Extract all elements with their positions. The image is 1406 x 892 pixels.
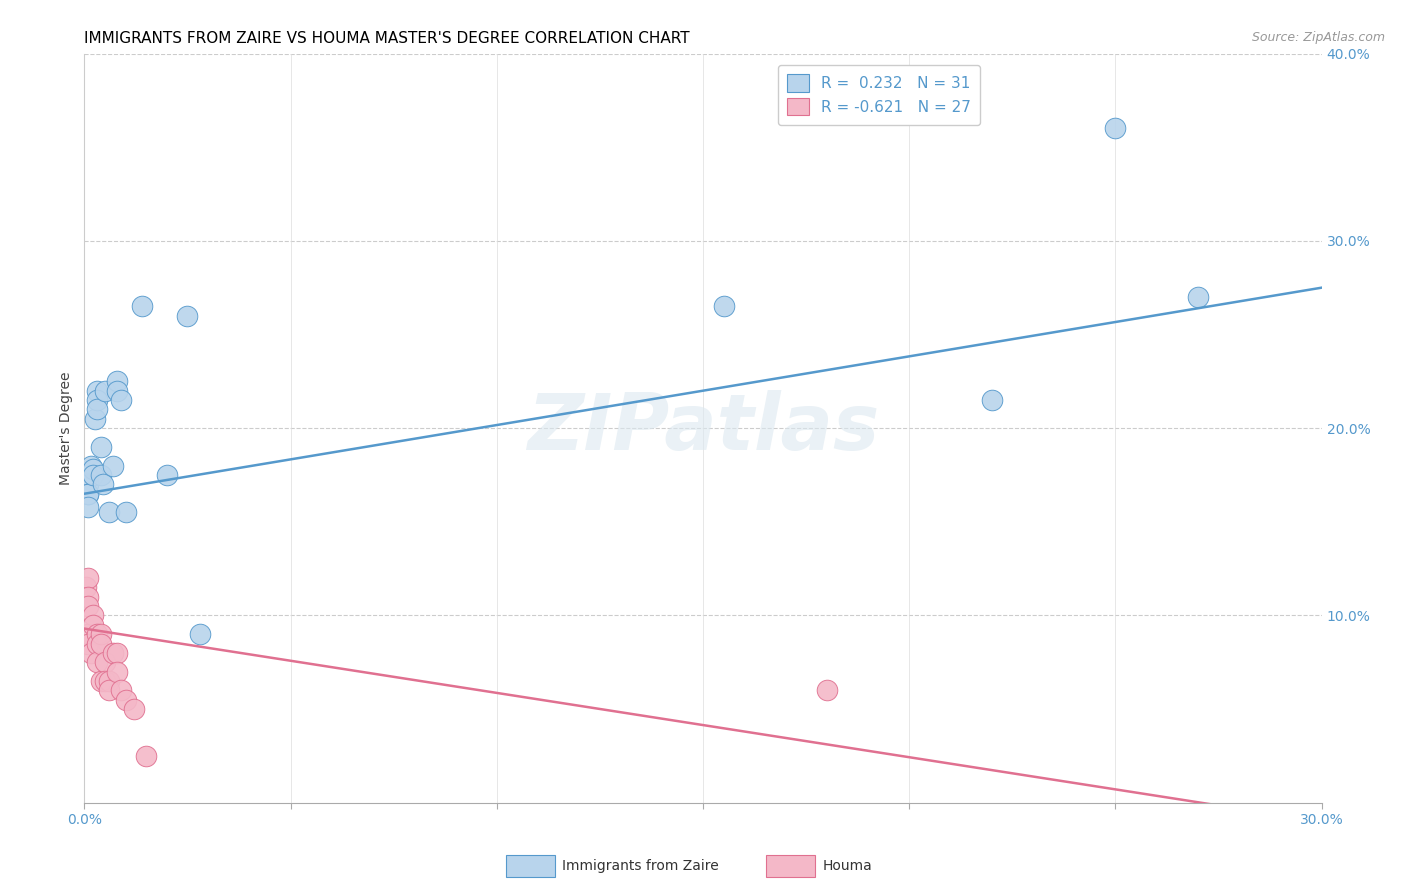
Point: [103, 646, 125, 660]
Point: [110, 393, 132, 408]
Point: [105, 646, 128, 660]
Point: [82, 608, 104, 623]
Point: [815, 683, 838, 698]
Point: [75, 581, 97, 595]
Point: [98, 505, 121, 519]
Point: [79, 458, 101, 473]
Point: [1104, 121, 1126, 136]
Point: [176, 309, 198, 323]
Point: [86, 655, 108, 669]
Point: [98, 683, 121, 698]
Point: [122, 702, 145, 716]
Point: [82, 462, 104, 476]
Point: [77, 599, 100, 614]
Point: [77, 627, 100, 641]
Point: [75, 468, 97, 483]
Text: Houma: Houma: [823, 859, 872, 873]
Text: Immigrants from Zaire: Immigrants from Zaire: [562, 859, 718, 873]
Point: [114, 505, 136, 519]
Point: [82, 618, 104, 632]
Point: [77, 637, 100, 651]
Point: [98, 674, 121, 689]
Point: [135, 749, 157, 764]
Text: ZIPatlas: ZIPatlas: [527, 390, 879, 467]
Point: [77, 487, 100, 501]
Point: [94, 674, 117, 689]
Point: [86, 402, 108, 417]
Point: [110, 683, 132, 698]
Point: [1187, 290, 1209, 304]
Point: [77, 477, 100, 491]
Y-axis label: Master's Degree: Master's Degree: [59, 371, 73, 485]
Point: [114, 692, 136, 706]
Point: [77, 590, 100, 604]
Point: [156, 468, 179, 483]
Point: [94, 384, 117, 398]
Point: [82, 468, 104, 483]
Point: [131, 300, 153, 314]
Point: [105, 384, 128, 398]
Point: [90, 440, 112, 454]
Point: [94, 655, 117, 669]
Point: [90, 468, 112, 483]
Point: [83, 412, 105, 426]
Text: Source: ZipAtlas.com: Source: ZipAtlas.com: [1251, 31, 1385, 45]
Point: [103, 458, 125, 473]
Point: [90, 637, 112, 651]
Point: [77, 487, 100, 501]
Point: [90, 674, 112, 689]
Text: IMMIGRANTS FROM ZAIRE VS HOUMA MASTER'S DEGREE CORRELATION CHART: IMMIGRANTS FROM ZAIRE VS HOUMA MASTER'S …: [84, 31, 690, 46]
Point: [79, 646, 101, 660]
Point: [77, 500, 100, 514]
Point: [86, 393, 108, 408]
Point: [188, 627, 211, 641]
Point: [90, 627, 112, 641]
Point: [86, 384, 108, 398]
Point: [980, 393, 1002, 408]
Point: [105, 375, 128, 389]
Point: [713, 300, 735, 314]
Point: [105, 665, 128, 679]
Point: [86, 627, 108, 641]
Point: [91, 477, 114, 491]
Point: [76, 468, 98, 483]
Point: [77, 571, 100, 585]
Point: [86, 637, 108, 651]
Legend: R =  0.232   N = 31, R = -0.621   N = 27: R = 0.232 N = 31, R = -0.621 N = 27: [778, 65, 980, 125]
